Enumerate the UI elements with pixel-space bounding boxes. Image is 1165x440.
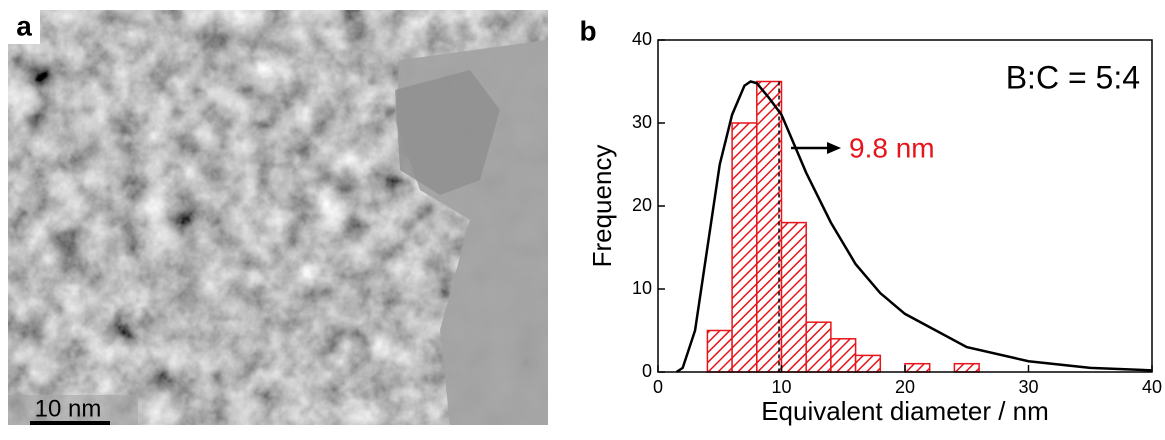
scale-bar-bg: [8, 395, 138, 425]
panel-label: a: [16, 10, 32, 41]
x-tick-label: 20: [895, 377, 915, 397]
bar: [854, 354, 882, 373]
label-box: [8, 10, 40, 44]
bar: [731, 122, 758, 373]
bar: [756, 80, 783, 373]
x-tick-label: 0: [653, 377, 663, 397]
tem-image: [8, 10, 548, 425]
fit-curve: [675, 80, 1153, 374]
arrow-head: [827, 142, 842, 154]
y-tick-label: 10: [632, 278, 652, 298]
y-tick-label: 20: [632, 195, 652, 215]
y-tick-label: 30: [632, 112, 652, 132]
x-tick-label: 40: [1142, 377, 1162, 397]
x-axis-label: Equivalent diameter / nm: [761, 396, 1049, 426]
scale-bar-label: 10 nm: [35, 395, 102, 422]
y-tick-label: 0: [642, 361, 652, 381]
bar: [706, 329, 733, 373]
y-axis-label: Frequency: [587, 145, 617, 268]
panel-label: b: [579, 15, 596, 46]
x-tick-label: 10: [771, 377, 791, 397]
mean-label: 9.8 nm: [849, 132, 935, 163]
chart: 0 10 20 30 40 0 10 20 30 40 Equivalent diameter / …: [587, 29, 1162, 426]
annotation: B:C = 5:4: [1006, 59, 1140, 95]
bar: [953, 362, 980, 373]
bar: [805, 321, 832, 373]
bar: [780, 221, 807, 373]
bar: [904, 362, 931, 373]
y-tick-label: 40: [632, 29, 652, 49]
bar: [830, 338, 857, 373]
x-tick-label: 30: [1018, 377, 1038, 397]
